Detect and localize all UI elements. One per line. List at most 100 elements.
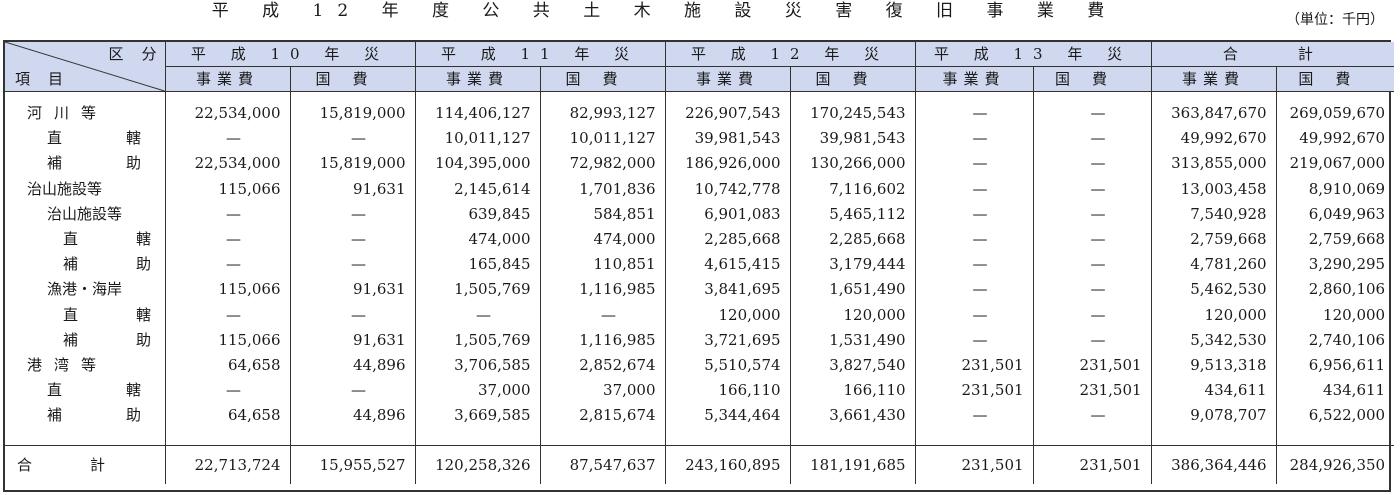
value-cell: 120,000 — [1275, 302, 1395, 328]
value-cell: 231,501 — [1032, 445, 1152, 484]
sub-header-koku: 国費 — [539, 66, 666, 92]
value-cell: 226,907,543 — [664, 101, 791, 127]
value-cell: 10,011,127 — [414, 126, 541, 152]
value-cell: 5,344,464 — [664, 403, 791, 429]
row-label: 直轄 — [5, 126, 165, 151]
value-cell: — — [914, 277, 1034, 303]
value-cell: 82,993,127 — [539, 101, 666, 127]
value-cell: 120,000 — [1150, 302, 1277, 328]
value-cell: 22,534,000 — [164, 101, 290, 127]
value-cell: 64,658 — [164, 403, 290, 429]
value-cell: — — [289, 302, 416, 328]
value-cell: — — [1032, 101, 1152, 127]
value-cell: — — [289, 126, 416, 152]
sub-header-koku: 国費 — [289, 66, 416, 92]
value-cell: 91,631 — [289, 277, 416, 303]
row-label-text: 直轄 — [63, 230, 210, 249]
value-cell: 243,160,895 — [664, 445, 791, 484]
table-row: 補助 — —165,845 110,851 4,615,415 3,179,444— —4,… — [5, 252, 1395, 278]
value-cell: 231,501 — [914, 353, 1034, 379]
value-cell: 3,706,585 — [414, 353, 541, 379]
page-title: 平 成 12 年 度 公 共 土 木 施 設 災 害 復 旧 事 業 費 — [211, 1, 1119, 21]
value-cell: 7,116,602 — [789, 176, 916, 202]
table-row: 補助 115,066 91,631 1,505,769 1,116,985 3,721,6… — [5, 327, 1395, 354]
value-cell: 2,285,668 — [664, 227, 791, 253]
value-cell: 115,066 — [164, 176, 290, 202]
value-cell: 130,266,000 — [789, 151, 916, 177]
row-label: 補助 — [5, 252, 165, 277]
year-header-h13: 平 成 13 年 災 — [914, 42, 1152, 67]
row-label-text: 補助 — [47, 154, 206, 173]
value-cell: 2,285,668 — [789, 227, 916, 253]
value-cell: — — [1032, 302, 1152, 328]
row-label-text: 直轄 — [47, 381, 206, 400]
value-cell: 1,116,985 — [539, 327, 666, 354]
value-cell: 87,547,637 — [539, 445, 666, 484]
value-cell: 91,631 — [289, 327, 416, 354]
table-body: 河川等 22,534,000 15,819,000 114,406,127 82,993… — [5, 91, 1395, 484]
separator-row — [5, 428, 1395, 446]
value-cell: 5,462,530 — [1150, 277, 1277, 303]
value-cell: 120,000 — [789, 302, 916, 328]
value-cell: 115,066 — [164, 327, 290, 354]
value-cell: 1,116,985 — [539, 277, 666, 303]
value-cell: 166,110 — [664, 378, 791, 404]
sub-header-jigyo: 事業費 — [664, 66, 791, 92]
value-cell: — — [1032, 277, 1152, 303]
value-cell: 584,851 — [539, 201, 666, 228]
value-cell: 72,982,000 — [539, 151, 666, 177]
value-cell: 231,501 — [914, 378, 1034, 404]
value-cell: — — [414, 302, 541, 328]
value-cell: 6,522,000 — [1275, 403, 1395, 429]
value-cell: 110,851 — [539, 252, 666, 278]
row-label-text: 河川等 — [27, 104, 109, 122]
table-row: 直轄 — — — —120,000 120,000— —120,000 120,000 — [5, 302, 1395, 328]
row-label: 補助 — [5, 151, 165, 176]
cost-table-frame: 区分 項目 平 成 10 年 災 平 成 11 年 災 平 成 12 年 災 平… — [3, 40, 1395, 492]
value-cell: — — [164, 126, 290, 152]
value-cell: — — [164, 201, 290, 228]
value-cell: 6,956,611 — [1275, 353, 1395, 379]
value-cell: 104,395,000 — [414, 151, 541, 177]
value-cell: — — [289, 201, 416, 228]
table-header: 区分 項目 平 成 10 年 災 平 成 11 年 災 平 成 12 年 災 平… — [5, 42, 1395, 92]
value-cell: 2,759,668 — [1150, 227, 1277, 253]
value-cell: 2,852,674 — [539, 353, 666, 379]
value-cell: — — [1032, 126, 1152, 152]
value-cell: 49,992,670 — [1150, 126, 1277, 152]
value-cell: 313,855,000 — [1150, 151, 1277, 177]
row-label-text: 直轄 — [63, 305, 210, 324]
value-cell: — — [164, 227, 290, 253]
row-label-text: 漁港・海岸 — [47, 280, 123, 299]
table-row: 補助 64,658 44,896 3,669,585 2,815,674 5,344,46… — [5, 403, 1395, 429]
value-cell: 2,145,614 — [414, 176, 541, 202]
value-cell: 2,815,674 — [539, 403, 666, 429]
value-cell: 284,926,350 — [1275, 445, 1395, 484]
value-cell: 3,669,585 — [414, 403, 541, 429]
sub-header-jigyo: 事業費 — [1150, 66, 1277, 92]
value-cell: 219,067,000 — [1275, 151, 1395, 177]
value-cell: 44,896 — [289, 353, 416, 379]
komoku-label: 項目 — [15, 70, 82, 88]
sub-header-koku: 国費 — [1275, 66, 1395, 92]
value-cell: 9,078,707 — [1150, 403, 1277, 429]
value-cell: 39,981,543 — [664, 126, 791, 152]
value-cell: — — [1032, 327, 1152, 354]
sub-header-jigyo: 事業費 — [164, 66, 290, 92]
value-cell: — — [1032, 403, 1152, 429]
year-header-h10: 平 成 10 年 災 — [164, 42, 416, 67]
value-cell: 186,926,000 — [664, 151, 791, 177]
value-cell: 15,819,000 — [289, 101, 416, 127]
sub-header-jigyo: 事業費 — [914, 66, 1034, 92]
sub-header-koku: 国費 — [1032, 66, 1152, 92]
value-cell: — — [914, 126, 1034, 152]
value-cell: 5,342,530 — [1150, 327, 1277, 354]
value-cell: 3,661,430 — [789, 403, 916, 429]
year-header-total: 合 計 — [1150, 42, 1395, 67]
row-label: 治山施設等 — [5, 177, 165, 202]
value-cell: 231,501 — [1032, 353, 1152, 379]
cost-table: 区分 項目 平 成 10 年 災 平 成 11 年 災 平 成 12 年 災 平… — [5, 42, 1395, 484]
value-cell: 6,049,963 — [1275, 201, 1395, 228]
value-cell: — — [914, 201, 1034, 228]
sub-header-koku: 国費 — [789, 66, 916, 92]
